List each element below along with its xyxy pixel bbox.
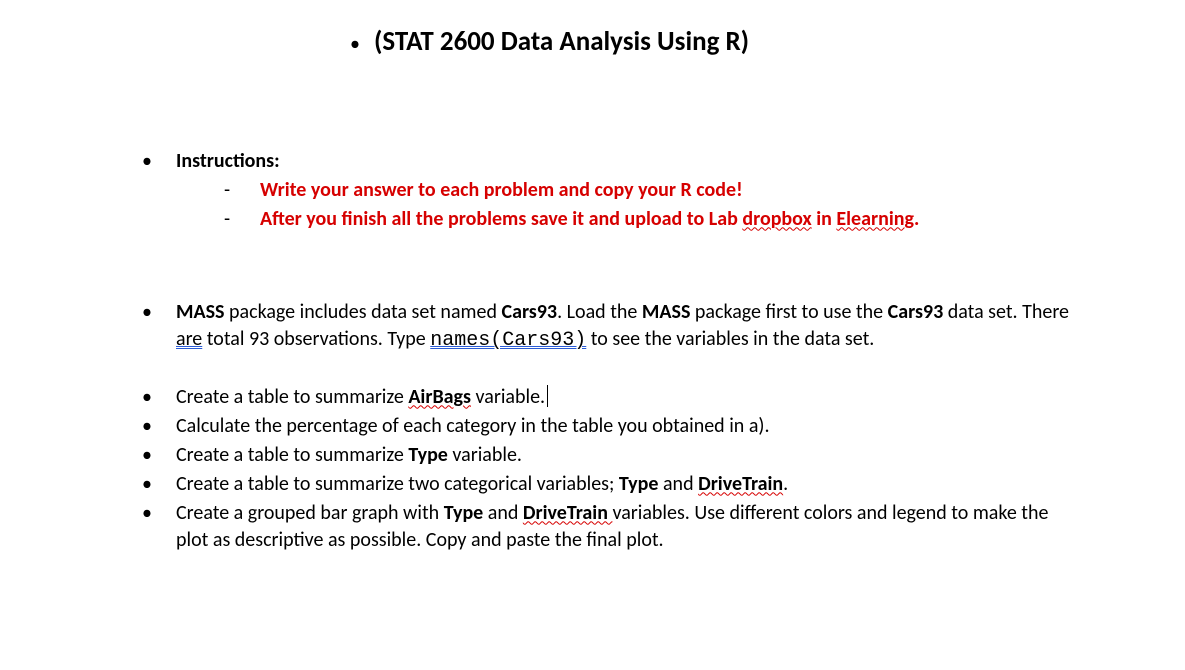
text-run: variable.: [448, 443, 522, 467]
text-run: data set. There: [943, 300, 1069, 324]
text-run: .: [914, 207, 919, 231]
text-run: Type: [408, 443, 448, 467]
instructions-heading-item: Instructions: Write your answer to each …: [110, 148, 1075, 233]
spacer: [110, 356, 1075, 384]
text-run: variable.: [471, 385, 545, 409]
page-title: (STAT 2600 Data Analysis Using R): [374, 24, 749, 60]
text-run: dropbox: [742, 207, 811, 231]
text-run: .: [783, 472, 788, 496]
text-run: Type: [619, 472, 659, 496]
list-item: Create a table to summarize AirBags vari…: [110, 384, 1075, 411]
text-run: to see the variables in the data set.: [586, 327, 874, 351]
text-run: AirBags: [408, 385, 471, 409]
text-run: Cars93: [888, 300, 944, 324]
list-item: MASS package includes data set named Car…: [110, 299, 1075, 354]
title-row: • (STAT 2600 Data Analysis Using R): [350, 24, 1075, 60]
text-run: total 93 observations. Type: [202, 327, 430, 351]
text-run: Calculate the percentage of each categor…: [176, 414, 770, 438]
instructions-heading: Instructions:: [176, 149, 280, 173]
instructions-list: Instructions: Write your answer to each …: [110, 148, 1075, 233]
text-run: package first to use the: [690, 300, 887, 324]
text-run: are: [176, 327, 202, 351]
bullet-icon: •: [350, 31, 374, 58]
list-item: Create a table to summarize Type variabl…: [110, 442, 1075, 469]
text-run: After you finish all the problems save i…: [260, 207, 742, 231]
text-run: Write your answer to each problem and co…: [260, 178, 743, 202]
text-run: and: [658, 472, 698, 496]
text-run: . Load the: [557, 300, 642, 324]
document-page: • (STAT 2600 Data Analysis Using R) Inst…: [0, 0, 1185, 554]
instructions-sublist: Write your answer to each problem and co…: [176, 177, 1075, 233]
list-item: Create a grouped bar graph with Type and…: [110, 500, 1075, 554]
text-run: DriveTrain: [523, 501, 613, 525]
text-run: MASS: [642, 300, 691, 324]
list-item: Create a table to summarize two categori…: [110, 471, 1075, 498]
text-run: and: [483, 501, 523, 525]
text-run: in: [812, 207, 837, 231]
text-run: Cars93: [501, 300, 557, 324]
text-run: Create a table to summarize: [176, 385, 408, 409]
text-run: DriveTrain: [698, 472, 783, 496]
text-run: Create a table to summarize two categori…: [176, 472, 619, 496]
text-run: package includes data set named: [225, 300, 502, 324]
main-bullet-list: MASS package includes data set named Car…: [110, 299, 1075, 554]
text-cursor: [547, 385, 548, 407]
text-run: Create a table to summarize: [176, 443, 408, 467]
list-item: Calculate the percentage of each categor…: [110, 413, 1075, 440]
instruction-line: Write your answer to each problem and co…: [176, 177, 1075, 204]
text-run: names(Cars93): [430, 329, 586, 352]
spacer: [110, 235, 1075, 299]
text-run: Type: [444, 501, 484, 525]
instruction-line: After you finish all the problems save i…: [176, 206, 1075, 233]
text-run: MASS: [176, 300, 225, 324]
text-run: Elearning: [836, 207, 914, 231]
text-run: Create a grouped bar graph with: [176, 501, 444, 525]
